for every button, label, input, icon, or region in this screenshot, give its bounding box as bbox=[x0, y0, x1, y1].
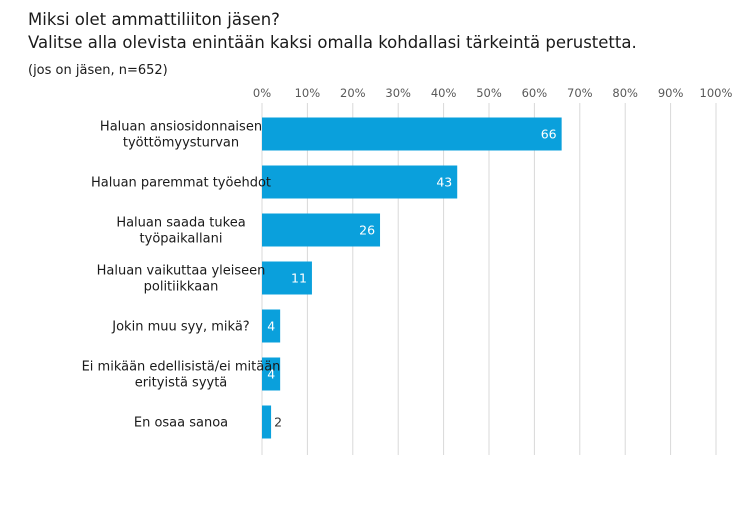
category-label: Haluan saada tukea bbox=[116, 216, 245, 231]
category-label: työpaikallani bbox=[140, 232, 223, 247]
category-label: Haluan ansiosidonnaisen bbox=[100, 120, 262, 135]
chart-note: (jos on jäsen, n=652) bbox=[28, 63, 168, 78]
category-label: Jokin muu syy, mikä? bbox=[111, 320, 249, 335]
x-tick-label: 80% bbox=[612, 86, 638, 100]
category-label: Haluan vaikuttaa yleiseen bbox=[97, 264, 266, 279]
bar bbox=[262, 261, 312, 295]
category-label: En osaa sanoa bbox=[134, 416, 228, 431]
category-label: Ei mikään edellisistä/ei mitään bbox=[82, 360, 281, 375]
x-tick-label: 50% bbox=[476, 86, 502, 100]
category-label: Haluan paremmat työehdot bbox=[91, 176, 271, 191]
category-label: työttömyysturvan bbox=[123, 136, 239, 151]
chart-title: Miksi olet ammattiliiton jäsen? bbox=[28, 10, 280, 29]
x-tick-label: 40% bbox=[431, 86, 457, 100]
data-label: 11 bbox=[291, 271, 307, 286]
data-label: 4 bbox=[267, 367, 275, 382]
x-tick-label: 100% bbox=[700, 86, 733, 100]
x-tick-label: 10% bbox=[295, 86, 321, 100]
data-label: 26 bbox=[359, 223, 375, 238]
x-tick-label: 70% bbox=[567, 86, 593, 100]
bar bbox=[262, 357, 281, 391]
x-tick-label: 60% bbox=[522, 86, 548, 100]
bar bbox=[262, 117, 562, 151]
category-label: politiikkaan bbox=[144, 280, 219, 295]
bar bbox=[262, 213, 381, 247]
x-tick-label: 90% bbox=[658, 86, 684, 100]
bar bbox=[262, 405, 272, 439]
x-tick-label: 20% bbox=[340, 86, 366, 100]
data-label: 4 bbox=[267, 319, 275, 334]
x-tick-label: 0% bbox=[253, 86, 271, 100]
x-tick-label: 30% bbox=[385, 86, 411, 100]
data-label: 66 bbox=[541, 127, 557, 142]
data-label: 43 bbox=[436, 175, 452, 190]
data-label: 2 bbox=[274, 415, 282, 430]
bar bbox=[262, 165, 458, 199]
bar bbox=[262, 309, 281, 343]
category-label: erityistä syytä bbox=[135, 376, 228, 391]
chart-subtitle: Valitse alla olevista enintään kaksi oma… bbox=[28, 33, 637, 52]
